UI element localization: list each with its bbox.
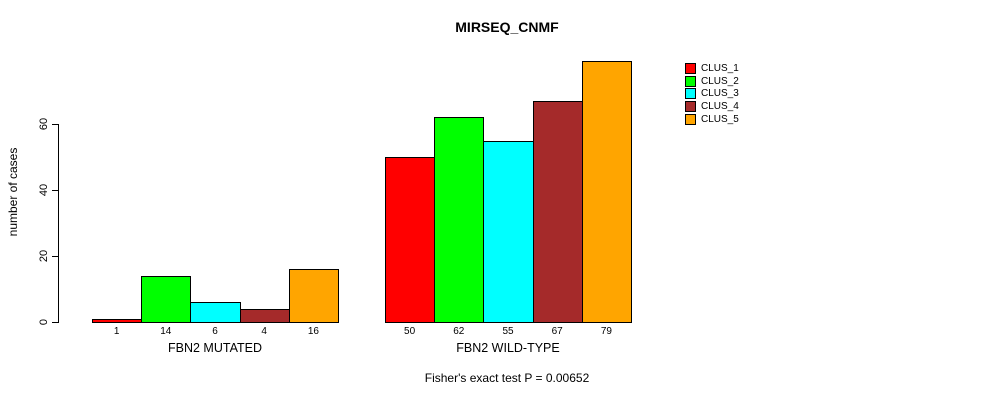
legend-row: CLUS_3 bbox=[685, 87, 739, 100]
bar-clus_1-group2 bbox=[385, 157, 436, 323]
legend-row: CLUS_1 bbox=[685, 62, 739, 75]
y-axis-tick-label: 0 bbox=[38, 318, 50, 326]
bar-value-label: 6 bbox=[212, 326, 218, 337]
legend-swatch-clus_5 bbox=[685, 113, 696, 125]
bar-clus_2-group2 bbox=[434, 117, 485, 323]
y-axis-tick bbox=[52, 124, 58, 125]
bar-clus_5-group2 bbox=[581, 61, 632, 323]
bar-value-label: 16 bbox=[307, 326, 319, 337]
legend-label: CLUS_2 bbox=[701, 75, 739, 87]
chart-title: MIRSEQ_CNMF bbox=[455, 19, 559, 35]
bar-clus_3-group2 bbox=[483, 140, 534, 323]
bar-clus_1-group1 bbox=[92, 318, 143, 323]
bar-value-label: 14 bbox=[160, 326, 172, 337]
x-group-label: FBN2 WILD-TYPE bbox=[456, 341, 560, 355]
legend-label: CLUS_1 bbox=[701, 62, 739, 74]
bar-clus_4-group1 bbox=[239, 308, 290, 323]
legend-swatch-clus_1 bbox=[685, 62, 696, 74]
bar-value-label: 50 bbox=[404, 326, 416, 337]
y-axis-tick-label: 20 bbox=[38, 249, 50, 263]
y-axis-tick-label: 60 bbox=[38, 117, 50, 131]
annotation-text: Fisher's exact test P = 0.00652 bbox=[424, 371, 590, 385]
y-axis-line bbox=[58, 124, 59, 323]
legend: CLUS_1 CLUS_2 CLUS_3 CLUS_4 CLUS_5 bbox=[685, 62, 739, 125]
bar-value-label: 55 bbox=[502, 326, 514, 337]
bar-clus_4-group2 bbox=[532, 100, 583, 323]
legend-label: CLUS_5 bbox=[701, 113, 739, 125]
x-group-label: FBN2 MUTATED bbox=[168, 341, 262, 355]
bar-value-label: 62 bbox=[453, 326, 465, 337]
bar-clus_5-group1 bbox=[288, 269, 339, 323]
y-axis-tick bbox=[52, 190, 58, 191]
bar-value-label: 4 bbox=[261, 326, 267, 337]
legend-label: CLUS_3 bbox=[701, 88, 739, 100]
bar-value-label: 1 bbox=[113, 326, 120, 337]
bar-clus_2-group1 bbox=[141, 275, 192, 323]
y-axis-tick-label: 40 bbox=[38, 183, 50, 197]
y-axis-tick bbox=[52, 256, 58, 257]
legend-swatch-clus_4 bbox=[685, 100, 696, 112]
bar-value-label: 79 bbox=[600, 326, 612, 337]
legend-label: CLUS_4 bbox=[701, 100, 739, 112]
bar-value-label: 67 bbox=[551, 326, 563, 337]
legend-row: CLUS_5 bbox=[685, 113, 739, 126]
y-axis-label: number of cases bbox=[6, 147, 20, 237]
legend-row: CLUS_4 bbox=[685, 100, 739, 113]
legend-swatch-clus_3 bbox=[685, 88, 696, 100]
legend-row: CLUS_2 bbox=[685, 75, 739, 88]
legend-swatch-clus_2 bbox=[685, 75, 696, 87]
bar-clus_3-group1 bbox=[190, 302, 241, 323]
y-axis-tick bbox=[52, 322, 58, 323]
